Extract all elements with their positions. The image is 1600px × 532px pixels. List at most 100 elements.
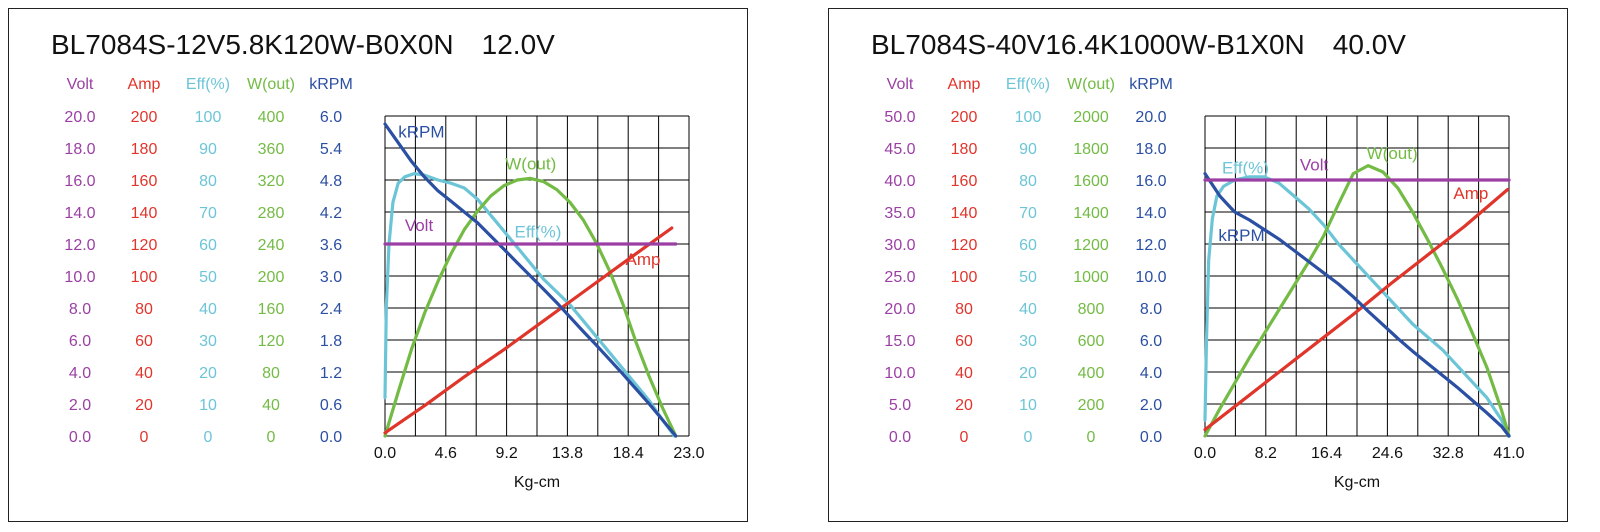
tick-label-krpm: 4.0	[1140, 365, 1162, 382]
tick-label-wout: 40	[262, 397, 280, 414]
tick-label-wout: 600	[1078, 333, 1105, 350]
tick-label-krpm: 18.0	[1135, 141, 1166, 158]
series-label-volt: Volt	[405, 216, 434, 235]
tick-label-eff: 70	[199, 205, 217, 222]
tick-label-amp: 140	[951, 205, 978, 222]
tick-label-krpm: 1.8	[320, 333, 342, 350]
x-tick-label: 0.0	[374, 445, 396, 462]
tick-label-volt: 12.0	[64, 237, 95, 254]
x-tick-label: 32.8	[1433, 445, 1464, 462]
tick-label-volt: 16.0	[64, 173, 95, 190]
tick-label-wout: 1800	[1073, 141, 1109, 158]
series-label-amp: Amp	[1453, 184, 1488, 203]
tick-label-krpm: 1.2	[320, 365, 342, 382]
axis-header-eff: Eff(%)	[1006, 76, 1050, 93]
tick-label-amp: 80	[135, 301, 153, 318]
axis-header-volt: Volt	[67, 76, 94, 93]
tick-label-volt: 10.0	[884, 365, 915, 382]
tick-label-amp: 100	[951, 269, 978, 286]
motor-chart-panel-left: BL7084S-12V5.8K120W-B0X0N 12.0V Volt 20.0 18…	[8, 8, 748, 522]
x-axis-label: Kg-cm	[1334, 474, 1380, 491]
tick-label-wout: 240	[258, 237, 285, 254]
plot-grid	[384, 115, 690, 437]
tick-label-amp: 60	[955, 333, 973, 350]
series-line-amp	[1203, 188, 1510, 432]
tick-label-volt: 2.0	[69, 397, 91, 414]
x-tick-label: 13.8	[552, 445, 583, 462]
tick-label-amp: 80	[955, 301, 973, 318]
tick-label-volt: 20.0	[884, 301, 915, 318]
tick-label-wout: 200	[258, 269, 285, 286]
tick-label-wout: 80	[262, 365, 280, 382]
axis-header-wout: W(out)	[247, 76, 295, 93]
chart-voltage-label: 40.0V	[1333, 29, 1406, 60]
series-label-eff: Eff(%)	[1222, 159, 1269, 178]
tick-label-wout: 400	[258, 109, 285, 126]
tick-label-amp: 200	[951, 109, 978, 126]
tick-label-amp: 140	[131, 205, 158, 222]
x-tick-label: 0.0	[1194, 445, 1216, 462]
tick-label-volt: 30.0	[884, 237, 915, 254]
x-tick-label: 4.6	[435, 445, 457, 462]
tick-label-eff: 40	[199, 301, 217, 318]
tick-label-krpm: 0.0	[1140, 429, 1162, 446]
tick-label-krpm: 3.0	[320, 269, 342, 286]
tick-label-wout: 1000	[1073, 269, 1109, 286]
series-label-krpm: kRPM	[398, 122, 444, 141]
tick-label-krpm: 12.0	[1135, 237, 1166, 254]
series-label-amp: Amp	[626, 250, 661, 269]
tick-label-amp: 40	[135, 365, 153, 382]
tick-label-volt: 25.0	[884, 269, 915, 286]
chart-title: BL7084S-40V16.4K1000W-B1X0N	[871, 29, 1305, 60]
x-tick-label: 23.0	[673, 445, 704, 462]
tick-label-amp: 180	[951, 141, 978, 158]
tick-label-amp: 60	[135, 333, 153, 350]
series-line-krpm	[383, 122, 678, 438]
tick-label-volt: 6.0	[69, 333, 91, 350]
axis-header-amp: Amp	[128, 76, 161, 93]
tick-label-volt: 40.0	[884, 173, 915, 190]
tick-label-eff: 80	[199, 173, 217, 190]
chart-title: BL7084S-12V5.8K120W-B0X0N	[51, 29, 454, 60]
tick-label-wout: 160	[258, 301, 285, 318]
tick-label-volt: 0.0	[69, 429, 91, 446]
x-tick-label: 8.2	[1255, 445, 1277, 462]
tick-label-wout: 800	[1078, 301, 1105, 318]
tick-label-krpm: 6.0	[1140, 333, 1162, 350]
tick-label-eff: 20	[199, 365, 217, 382]
tick-label-wout: 400	[1078, 365, 1105, 382]
series-line-wout	[1203, 164, 1511, 438]
x-tick-label: 41.0	[1493, 445, 1524, 462]
tick-label-amp: 20	[135, 397, 153, 414]
tick-label-wout: 0	[267, 429, 276, 446]
tick-label-volt: 45.0	[884, 141, 915, 158]
series-label-krpm: kRPM	[1218, 226, 1264, 245]
x-axis-label: Kg-cm	[514, 474, 560, 491]
series-line-wout	[383, 176, 678, 438]
tick-label-eff: 90	[199, 141, 217, 158]
tick-label-krpm: 6.0	[320, 109, 342, 126]
tick-label-krpm: 10.0	[1135, 269, 1166, 286]
tick-label-wout: 1600	[1073, 173, 1109, 190]
x-tick-label: 16.4	[1311, 445, 1342, 462]
axis-header-amp: Amp	[948, 76, 981, 93]
tick-label-volt: 35.0	[884, 205, 915, 222]
tick-label-krpm: 4.8	[320, 173, 342, 190]
tick-label-wout: 1200	[1073, 237, 1109, 254]
tick-label-wout: 0	[1087, 429, 1096, 446]
tick-label-wout: 2000	[1073, 109, 1109, 126]
tick-label-wout: 360	[258, 141, 285, 158]
tick-label-amp: 120	[951, 237, 978, 254]
series-label-wout: W(out)	[505, 155, 556, 174]
series-label-volt: Volt	[1300, 155, 1329, 174]
tick-label-eff: 70	[1019, 205, 1037, 222]
tick-label-krpm: 14.0	[1135, 205, 1166, 222]
tick-label-krpm: 8.0	[1140, 301, 1162, 318]
tick-label-wout: 200	[1078, 397, 1105, 414]
series-label-eff: Eff(%)	[515, 223, 562, 242]
tick-label-volt: 14.0	[64, 205, 95, 222]
axis-header-volt: Volt	[887, 76, 914, 93]
tick-label-krpm: 2.0	[1140, 397, 1162, 414]
axis-header-krpm: kRPM	[1129, 76, 1173, 93]
tick-label-krpm: 5.4	[320, 141, 342, 158]
